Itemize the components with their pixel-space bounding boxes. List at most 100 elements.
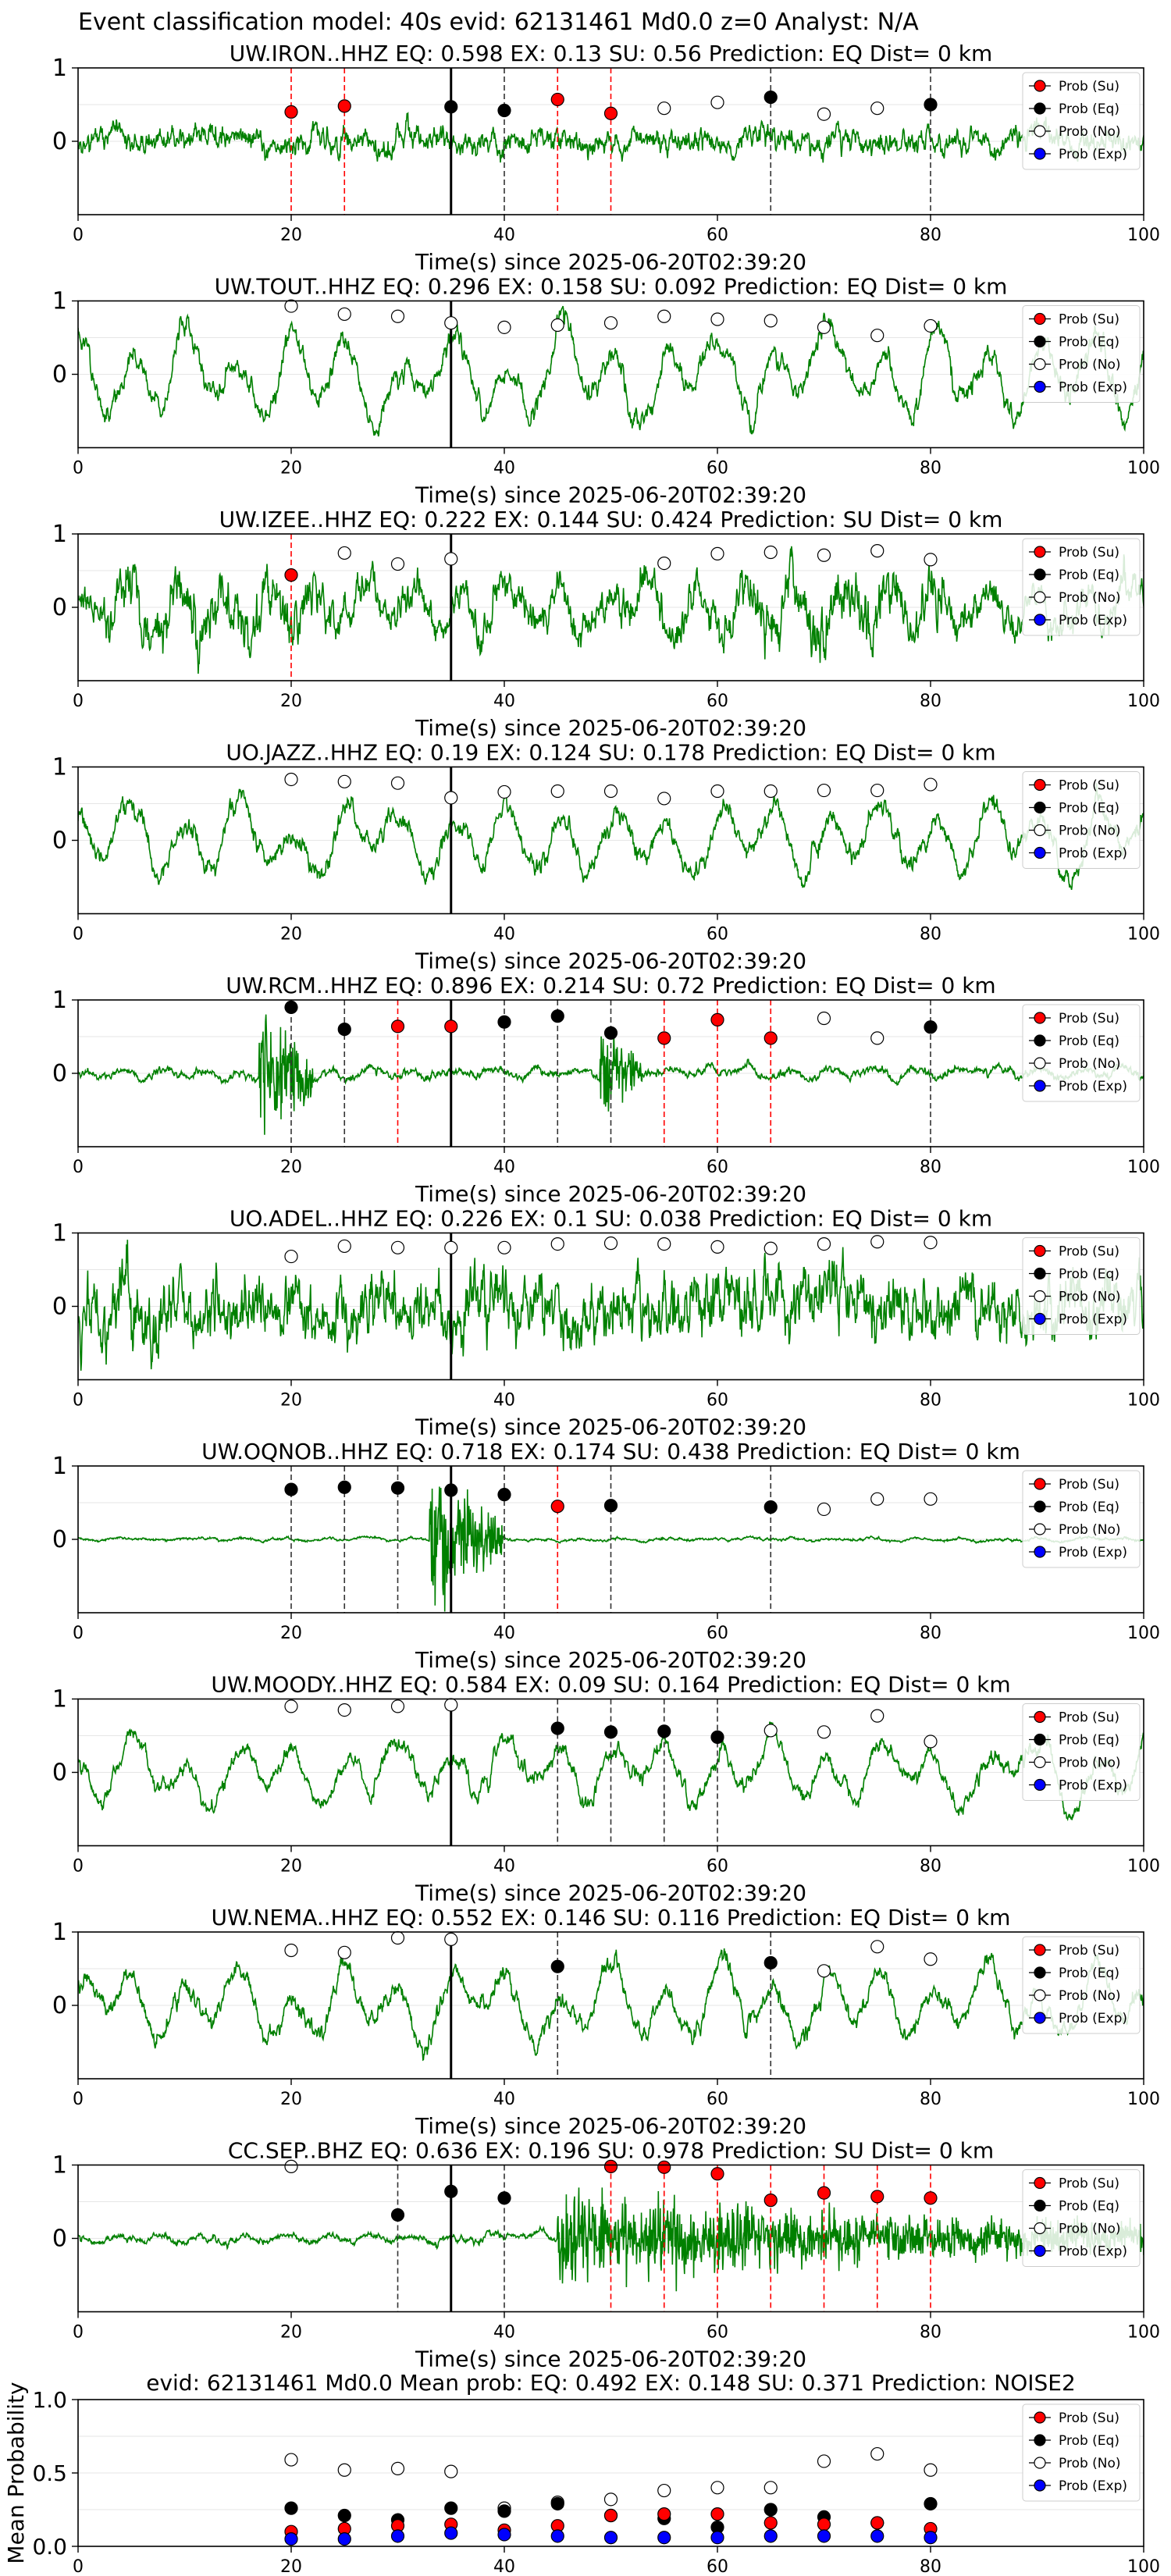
prob-point (390, 1699, 405, 1713)
legend: Prob (Su) Prob (Eq) Prob (No) Prob (Exp) (1022, 1470, 1141, 1568)
legend-label: Prob (Eq) (1059, 1966, 1119, 1981)
mean-prob-point (924, 2531, 938, 2545)
x-tick-label: 20 (280, 1857, 302, 1877)
prob-point (284, 105, 298, 119)
x-tick-label: 100 (1127, 2323, 1160, 2343)
x-tick-label: 60 (707, 1624, 728, 1643)
prob-point (657, 101, 671, 116)
y-tick-label: 1 (52, 288, 67, 315)
prob-point (284, 1943, 298, 1958)
x-tick-label: 0 (73, 2557, 84, 2576)
prob-point (444, 791, 458, 805)
legend-label: Prob (Eq) (1059, 1500, 1119, 1515)
mean-prob-point (657, 2483, 671, 2498)
x-tick-label: 20 (280, 692, 302, 711)
y-tick-label: 0 (52, 827, 67, 855)
prob-point (870, 1492, 884, 1506)
x-tick-label: 100 (1127, 226, 1160, 245)
y-tick-label: 0 (52, 1060, 67, 1087)
legend-label: Prob (No) (1059, 1290, 1121, 1305)
prob-point (444, 2184, 458, 2198)
prob-point (497, 1240, 511, 1254)
prob-point (444, 1019, 458, 1034)
legend: Prob (Su) Prob (Eq) Prob (No) Prob (Exp) (1022, 1703, 1141, 1801)
y-tick-label: 0 (52, 128, 67, 155)
mean-prob-panel: 1.0 0.5 0.0 0 20 40 60 80 100 evid: 62131461 Md0.… (3, 2370, 1160, 2576)
x-tick-label: 80 (920, 1158, 941, 1177)
x-tick-label: 0 (73, 1391, 84, 1411)
x-tick-label: 60 (707, 692, 728, 711)
prob-point (550, 1009, 564, 1023)
legend-marker (1034, 335, 1046, 348)
x-tick-label: 80 (920, 459, 941, 479)
x-tick-label: 0 (73, 2323, 84, 2343)
prob-point (497, 1015, 511, 1029)
x-axis-label: Time(s) since 2025-06-20T02:39:20 (415, 948, 806, 974)
prob-point (657, 2160, 671, 2174)
prob-point (337, 1945, 351, 1959)
prob-point (710, 2167, 724, 2181)
panel-title: UO.JAZZ..HHZ EQ: 0.19 EX: 0.124 SU: 0.17… (226, 740, 995, 766)
mean-prob-point (924, 2463, 938, 2477)
legend-marker (1034, 1012, 1046, 1024)
prob-point (817, 1502, 831, 1517)
legend-marker (1034, 2244, 1046, 2258)
prob-point (870, 1031, 884, 1045)
mean-prob-point (870, 2446, 884, 2461)
legend-marker (1034, 1733, 1046, 1746)
y-tick-label: 0 (52, 1526, 67, 1553)
legend-marker (1034, 1080, 1046, 1092)
legend: Prob (Su) Prob (Eq) Prob (No) Prob (Exp) (1022, 2169, 1141, 2267)
legend-label: Prob (No) (1059, 2222, 1121, 2237)
x-tick-label: 100 (1127, 1857, 1160, 1877)
y-tick-label: 1 (52, 1220, 67, 1247)
legend: Prob (Su) Prob (Eq) Prob (No) Prob (Exp) (1022, 538, 1141, 636)
mean-prob-point (924, 2496, 938, 2511)
x-tick-label: 60 (707, 2323, 728, 2343)
prob-point (924, 2191, 938, 2205)
prob-point (497, 2191, 511, 2205)
legend-box (1022, 1237, 1141, 1335)
prob-point (284, 1482, 298, 1496)
legend-label: Prob (No) (1059, 1988, 1121, 2004)
x-tick-label: 40 (493, 2557, 515, 2576)
mean-prob-point (817, 2529, 831, 2543)
prob-point (603, 784, 618, 799)
prob-point (710, 546, 724, 560)
prob-point (390, 1930, 405, 1945)
waveform-trace (78, 1240, 1144, 1371)
legend-marker (1034, 1989, 1046, 2001)
prob-point (763, 2194, 778, 2208)
y-tick-label: 0 (52, 1759, 67, 1787)
prob-point (763, 1500, 778, 1514)
legend-marker (1034, 614, 1046, 626)
prob-point (444, 1483, 458, 1497)
prob-point (924, 1236, 938, 1250)
x-tick-label: 40 (493, 1158, 515, 1177)
x-tick-label: 100 (1127, 692, 1160, 711)
legend-label: Prob (No) (1059, 124, 1121, 140)
legend-label: Prob (Eq) (1059, 1733, 1119, 1749)
mean-prob-point (337, 2532, 351, 2546)
x-tick-label: 60 (707, 2090, 728, 2109)
prob-point (337, 99, 351, 113)
mean-prob-point (710, 2531, 724, 2545)
prob-point (337, 546, 351, 560)
legend-marker (1034, 148, 1046, 160)
legend-marker (1034, 591, 1046, 603)
x-axis-label: Time(s) since 2025-06-20T02:39:20 (415, 1880, 806, 1906)
prob-point (710, 784, 724, 799)
x-tick-label: 60 (707, 1158, 728, 1177)
mean-prob-point (763, 2516, 778, 2530)
x-tick-label: 40 (493, 692, 515, 711)
mean-prob-point (284, 2453, 298, 2467)
legend-marker (1034, 2411, 1046, 2424)
prob-point (497, 320, 511, 334)
panel-title: UW.IRON..HHZ EQ: 0.598 EX: 0.13 SU: 0.56… (230, 41, 993, 66)
prob-point (390, 2208, 405, 2222)
y-tick-label: 1.0 (32, 2387, 67, 2413)
x-tick-label: 0 (73, 925, 84, 945)
